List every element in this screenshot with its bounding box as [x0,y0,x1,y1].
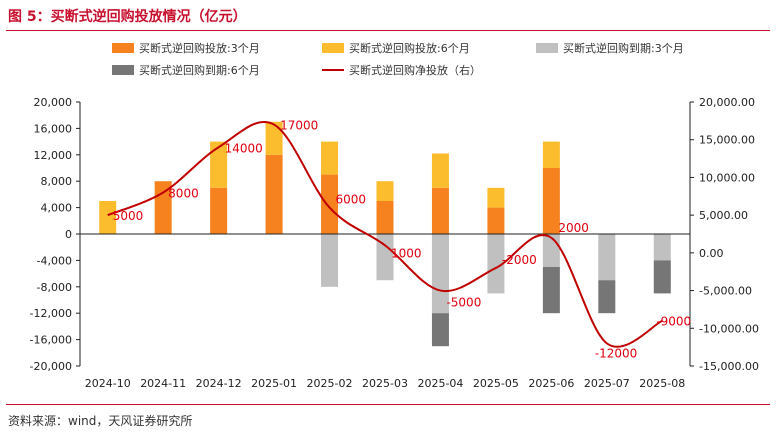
bar-inj6m-2024-12 [210,141,228,188]
bar-inj6m-2025-06 [542,141,560,168]
x-tick-label-2025-06: 2025-06 [528,377,574,390]
bar-inj6m-2025-05 [487,187,505,208]
left-tick-label: 20,000 [34,96,73,109]
x-tick-label-2025-05: 2025-05 [473,377,519,390]
legend: 买断式逆回购投放:3个月 买断式逆回购投放:6个月 买断式逆回购到期:3个月买断式逆… [112,41,684,77]
right-y-axis: 20,000.00 15,000.00 10,000.00 5,000.00 0.00 -… [689,96,759,373]
bar-inj6m-2025-04 [431,153,449,188]
bar-mat6m-2025-06 [542,267,560,314]
data-label-2025-04: -5000 [446,296,481,310]
x-tick-label-2024-12: 2024-12 [196,377,242,390]
left-tick-label: -20,000 [30,360,72,373]
data-label-2025-03: 1000 [391,246,422,260]
bar-mat6m-2025-08 [653,260,671,294]
bar-inj6m-2025-03 [376,181,394,201]
bar-inj6m-2025-01 [265,121,283,155]
left-tick-label: 16,000 [34,122,73,135]
bar-mat6m-2025-07 [598,280,616,314]
bar-inj3m-2025-05 [487,207,505,234]
right-tick-label: 5,000.00 [699,209,748,222]
bar-inj3m-2025-02 [321,174,339,234]
x-tick-label-2025-02: 2025-02 [307,377,353,390]
legend-label-inj6m: 买断式逆回购投放:6个月 [349,41,470,55]
bar-inj6m-2024-10 [99,201,117,234]
x-tick-label-2025-08: 2025-08 [639,377,685,390]
x-tick-label-2025-04: 2025-04 [417,377,463,390]
bar-inj3m-2025-04 [431,187,449,234]
data-labels: 5000 8000 14000 17000 6000 1000 -5000 -2000 2000… [113,119,691,361]
left-y-axis: 20,000 16,000 12,000 8,000 4,000 0 -4,000 -8,00… [30,96,81,373]
legend-swatch-inj3m [112,43,134,53]
left-tick-label: -16,000 [30,334,72,347]
bar-mat6m-2025-04 [431,313,449,347]
bar-inj3m-2025-03 [376,201,394,234]
legend-swatch-mat3m [536,43,558,53]
net-injection-line [107,121,663,348]
footer-rule [6,404,770,405]
data-label-2025-07: -12000 [595,346,638,360]
bar-mat3m-2025-05 [487,234,505,294]
right-tick-label: 15,000.00 [699,134,755,147]
x-axis: 2024-10 2024-11 2024-12 2025-01 2025-02 2025-… [85,377,686,390]
right-tick-label: -5,000.00 [699,285,752,298]
bar-inj3m-2025-06 [542,168,560,234]
bar-inj6m-2025-02 [321,141,339,175]
data-label-2025-06: 2000 [558,221,589,235]
net-line-path [107,121,663,348]
bar-mat3m-2025-07 [598,234,616,281]
bar-mat3m-2025-03 [376,234,394,281]
data-label-2024-10: 5000 [113,209,144,223]
legend-swatch-inj6m [322,43,344,53]
source-note: 资料来源：wind，天风证券研究所 [8,414,193,428]
data-label-2024-11: 8000 [168,187,199,201]
left-tick-label: 12,000 [34,149,73,162]
bar-mat3m-2025-04 [431,234,449,314]
right-tick-label: -15,000.00 [699,360,759,373]
figure-title: 图 5：买断式逆回购投放情况（亿元） [8,9,247,25]
x-tick-label-2025-01: 2025-01 [251,377,297,390]
net-injection-chart: 买断式逆回购投放:3个月 买断式逆回购投放:6个月 买断式逆回购到期:3个月买断式逆… [30,41,759,390]
data-label-2025-01: 17000 [280,119,318,133]
legend-label-inj3m: 买断式逆回购投放:3个月 [139,41,260,55]
bar-inj3m-2025-01 [265,154,283,234]
data-label-2025-08: -9000 [656,315,691,329]
bar-mat3m-2025-02 [321,234,339,287]
legend-label-mat3m: 买断式逆回购到期:3个月 [563,41,684,55]
x-tick-label-2025-03: 2025-03 [362,377,408,390]
right-tick-label: 20,000.00 [699,96,755,109]
legend-label-mat6m: 买断式逆回购到期:6个月 [139,63,260,77]
right-tick-label: -10,000.00 [699,322,759,335]
title-rule [6,30,770,31]
left-tick-label: 8,000 [41,175,73,188]
right-tick-label: 10,000.00 [699,171,755,184]
x-tick-label-2024-10: 2024-10 [85,377,131,390]
bar-mat3m-2025-08 [653,234,671,261]
right-tick-label: 0.00 [699,247,724,260]
left-tick-label: -4,000 [37,254,72,267]
left-tick-label: -8,000 [37,281,72,294]
x-tick-label-2024-11: 2024-11 [140,377,186,390]
x-tick-label-2025-07: 2025-07 [584,377,630,390]
left-tick-label: 0 [65,228,72,241]
bar-series [99,121,671,347]
left-tick-label: -12,000 [30,307,72,320]
data-label-2024-12: 14000 [225,141,263,155]
data-label-2025-02: 6000 [336,193,367,207]
legend-swatch-mat6m [112,65,134,75]
legend-label-net: 买断式逆回购净投放（右） [349,63,481,77]
bar-inj3m-2024-12 [210,187,228,234]
data-label-2025-05: -2000 [502,253,537,267]
left-tick-label: 4,000 [41,202,73,215]
